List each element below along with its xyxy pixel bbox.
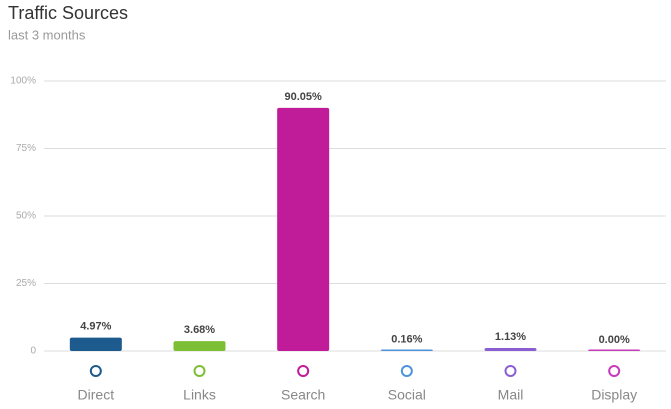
- y-tick-label: 25%: [16, 278, 36, 289]
- category-icon: [504, 365, 517, 377]
- bar: [277, 107, 330, 352]
- chart-title: Traffic Sources: [8, 3, 128, 23]
- value-label: 4.97%: [80, 320, 111, 332]
- x-tick-label: Social: [388, 387, 426, 403]
- value-label: 0.16%: [391, 333, 422, 345]
- value-label: 1.13%: [495, 331, 526, 343]
- bar: [380, 349, 433, 351]
- y-tick-label: 50%: [16, 211, 36, 222]
- category-icon: [89, 365, 102, 377]
- x-tick-label: Mail: [498, 387, 524, 403]
- chart-subtitle: last 3 months: [8, 27, 86, 42]
- y-tick-label: 0: [30, 346, 36, 357]
- x-tick-label: Display: [591, 387, 637, 403]
- category-icon: [608, 365, 621, 377]
- y-tick-label: 100%: [10, 76, 36, 87]
- y-tick-label: 75%: [16, 143, 36, 154]
- bar: [484, 347, 537, 351]
- value-label: 3.68%: [184, 324, 215, 336]
- category-icon: [193, 365, 206, 377]
- bar: [69, 337, 122, 351]
- value-label: 0.00%: [599, 334, 630, 346]
- value-label: 90.05%: [285, 91, 323, 103]
- bar: [588, 349, 641, 351]
- x-tick-label: Direct: [78, 387, 115, 403]
- x-tick-label: Search: [281, 387, 325, 403]
- category-icon: [400, 365, 413, 377]
- x-tick-label: Links: [183, 387, 216, 403]
- category-icon: [297, 365, 310, 377]
- bar: [173, 341, 226, 351]
